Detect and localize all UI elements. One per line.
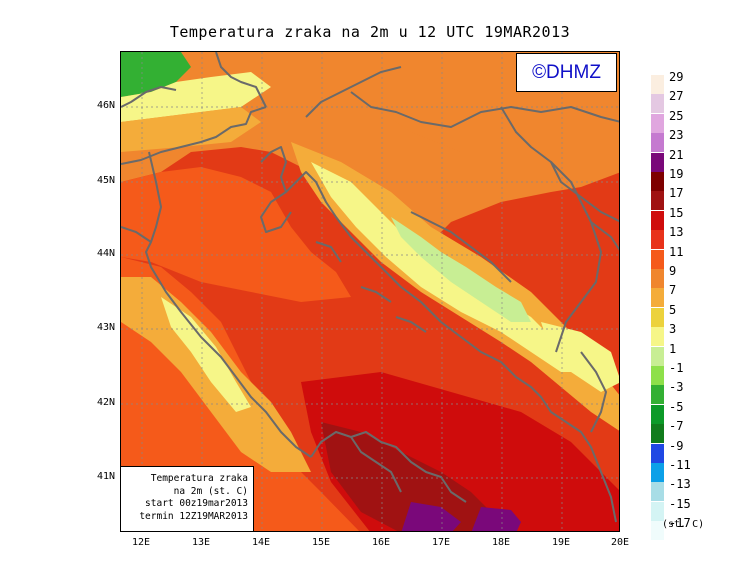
legend-swatch	[651, 75, 664, 94]
lat-label-42n: 42N	[96, 397, 115, 408]
info-line-units: na 2m (st. C)	[173, 485, 248, 497]
legend-swatch	[651, 113, 664, 133]
legend-swatch	[651, 288, 664, 308]
legend-swatch	[651, 346, 664, 366]
legend-label: 29	[669, 70, 684, 84]
map-title: Temperatura zraka na 2m u 12 UTC 19MAR20…	[169, 23, 571, 41]
legend-label: -17	[669, 516, 691, 531]
lon-label-19e: 19E	[551, 537, 571, 548]
legend-swatch	[651, 482, 664, 502]
temperature-legend: 29 27 25 23 21 19 17 15 13 11 9 7 5 3 1 -1 -3 -5 -7 -9 -11 -1…	[651, 70, 731, 541]
apennines-high	[161, 297, 251, 412]
lat-label-44n: 44N	[96, 248, 115, 259]
lon-label-17e: 17E	[431, 537, 451, 548]
legend-label: 5	[669, 302, 677, 317]
info-line-variable: Temperatura zraka	[150, 473, 248, 484]
legend-label: 23	[669, 128, 684, 143]
coastlines	[121, 52, 619, 523]
legend-swatch	[651, 94, 664, 114]
temperature-map	[120, 51, 620, 532]
lon-label-15e: 15E	[311, 537, 331, 548]
info-line-start: start 00z19mar2013	[145, 498, 248, 509]
legend-swatch	[651, 385, 664, 405]
lon-label-16e: 16E	[371, 537, 391, 548]
lon-label-14e: 14E	[251, 537, 271, 548]
info-line-termin: termin 12Z19MAR2013	[139, 510, 248, 522]
legend-swatch	[651, 366, 664, 385]
legend-label: 25	[669, 108, 684, 123]
lon-label-18e: 18E	[491, 537, 511, 548]
legend-label: 21	[669, 147, 684, 162]
legend-label: 11	[669, 244, 684, 259]
legend-label: 3	[669, 322, 677, 337]
temperature-field	[121, 52, 619, 531]
legend-swatch	[651, 152, 664, 172]
lat-label-46n: 46N	[96, 100, 115, 111]
legend-swatch	[651, 424, 664, 444]
dhmz-copyright-badge: ©DHMZ	[516, 53, 617, 92]
legend-swatch	[651, 404, 664, 424]
legend-label: 7	[669, 283, 677, 298]
lat-label-43n: 43N	[96, 322, 115, 333]
legend-label: -1	[669, 361, 684, 375]
legend-swatch	[651, 443, 664, 463]
lat-label-45n: 45N	[96, 175, 115, 186]
legend-swatch	[651, 249, 664, 269]
lon-label-13e: 13E	[191, 537, 211, 548]
legend-label: 19	[669, 167, 684, 181]
alps-cold-corner	[121, 52, 191, 97]
legend-label: 15	[669, 205, 684, 220]
legend-swatch	[651, 307, 664, 327]
north-adriatic-band	[121, 167, 351, 302]
legend-swatch	[651, 521, 664, 541]
purple-patch	[401, 502, 461, 531]
legend-label: -5	[669, 399, 684, 414]
lon-label-20e: 20E	[610, 537, 630, 548]
legend-label: 27	[669, 89, 684, 104]
legend-swatch	[651, 327, 664, 347]
legend-label: -9	[669, 438, 684, 453]
map-info-box: Temperatura zraka na 2m (st. C) start 00…	[120, 466, 254, 532]
puglia-dark-red	[321, 422, 491, 531]
dinaric-alps-peaks	[391, 217, 531, 322]
legend-label: -7	[669, 419, 684, 434]
legend-label: 13	[669, 225, 684, 240]
legend-label: -11	[669, 458, 691, 472]
legend-swatch	[651, 210, 664, 230]
legend-swatch	[651, 501, 664, 521]
legend-unit: (st. C)	[662, 519, 705, 530]
alps-foothills-mid	[121, 107, 261, 152]
alps-foothills	[121, 72, 271, 122]
legend-label: 9	[669, 264, 677, 278]
legend-label: -3	[669, 380, 684, 395]
legend-swatch	[651, 172, 664, 191]
legend-swatch	[651, 133, 664, 153]
legend-swatch	[651, 230, 664, 250]
legend-label: 17	[669, 186, 684, 201]
lat-label-41n: 41N	[96, 471, 115, 482]
legend-swatch	[651, 191, 664, 211]
legend-label: -13	[669, 477, 691, 492]
legend-label: 1	[669, 341, 677, 356]
albania-purple-patch	[471, 507, 521, 531]
legend-swatch	[651, 463, 664, 482]
legend-swatch	[651, 269, 664, 288]
legend-label: -15	[669, 496, 691, 511]
lon-label-12e: 12E	[131, 537, 151, 548]
